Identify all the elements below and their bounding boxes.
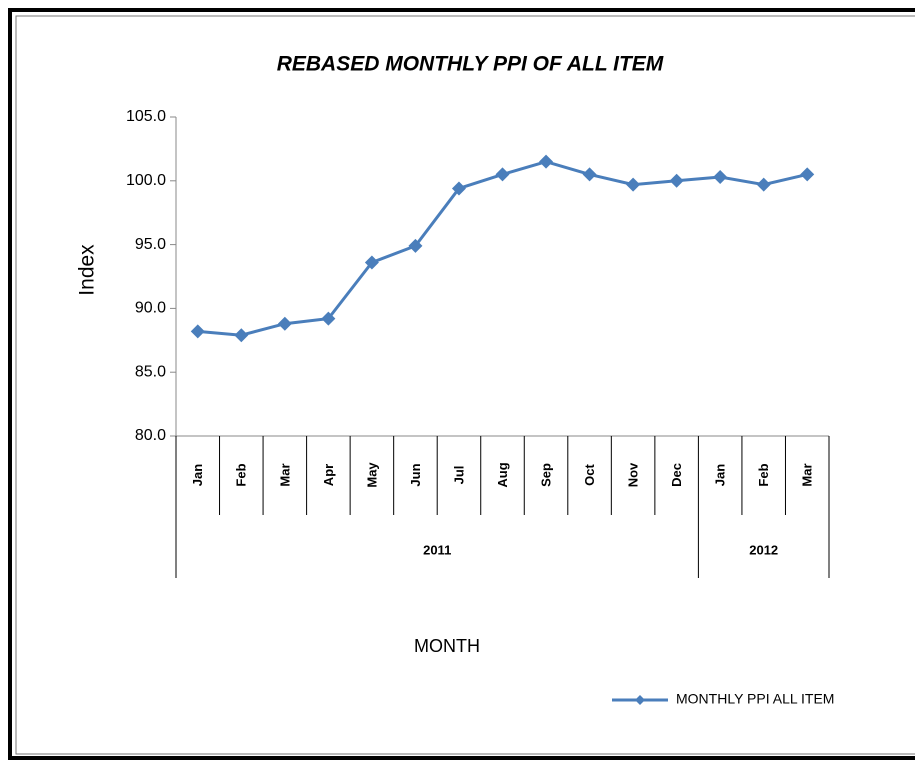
inner-frame [15,15,915,755]
point [277,316,292,331]
x-tick-label: Mar [277,463,292,486]
point [190,324,205,339]
legend-marker [635,695,645,705]
x-tick-label: Feb [756,463,771,486]
x-tick-label: Mar [800,463,815,486]
x-tick-label: Aug [495,462,510,487]
y-tick-label: 100.0 [126,172,166,189]
year-label: 2011 [423,542,451,557]
x-tick-label: Apr [321,464,336,486]
series-line [197,160,808,337]
point [234,328,249,343]
point [539,154,554,169]
chart-title: REBASED MONTHLY PPI OF ALL ITEM [277,53,664,76]
legend-label: MONTHLY PPI ALL ITEM [676,691,834,707]
y-tick-label: 85.0 [135,363,166,380]
y-tick-label: 80.0 [135,427,166,444]
point [669,173,684,188]
point [800,167,815,182]
point [451,181,466,196]
x-axis-label: MONTH [414,636,480,656]
x-tick-label: Oct [582,463,597,485]
y-axis-label: Index [76,244,99,296]
year-label: 2012 [749,542,778,557]
x-tick-label: Jan [190,464,205,486]
frame [8,8,915,760]
y-tick-label: 95.0 [135,236,166,253]
x-tick-label: May [364,462,379,488]
point [626,177,641,192]
point [321,311,336,326]
point [713,169,728,184]
y-tick-label: 105.0 [126,108,166,125]
x-tick-label: Jun [408,463,423,486]
x-tick-label: Feb [234,463,249,486]
x-tick-label: Jul [451,466,466,485]
point [756,177,771,192]
point [495,167,510,182]
x-tick-label: Sep [538,463,553,487]
point [408,238,423,253]
point [364,255,379,270]
x-tick-label: Dec [669,463,684,487]
point [582,167,597,182]
y-tick-label: 90.0 [135,300,166,317]
x-tick-label: Nov [626,462,641,487]
x-tick-label: Jan [713,464,728,486]
